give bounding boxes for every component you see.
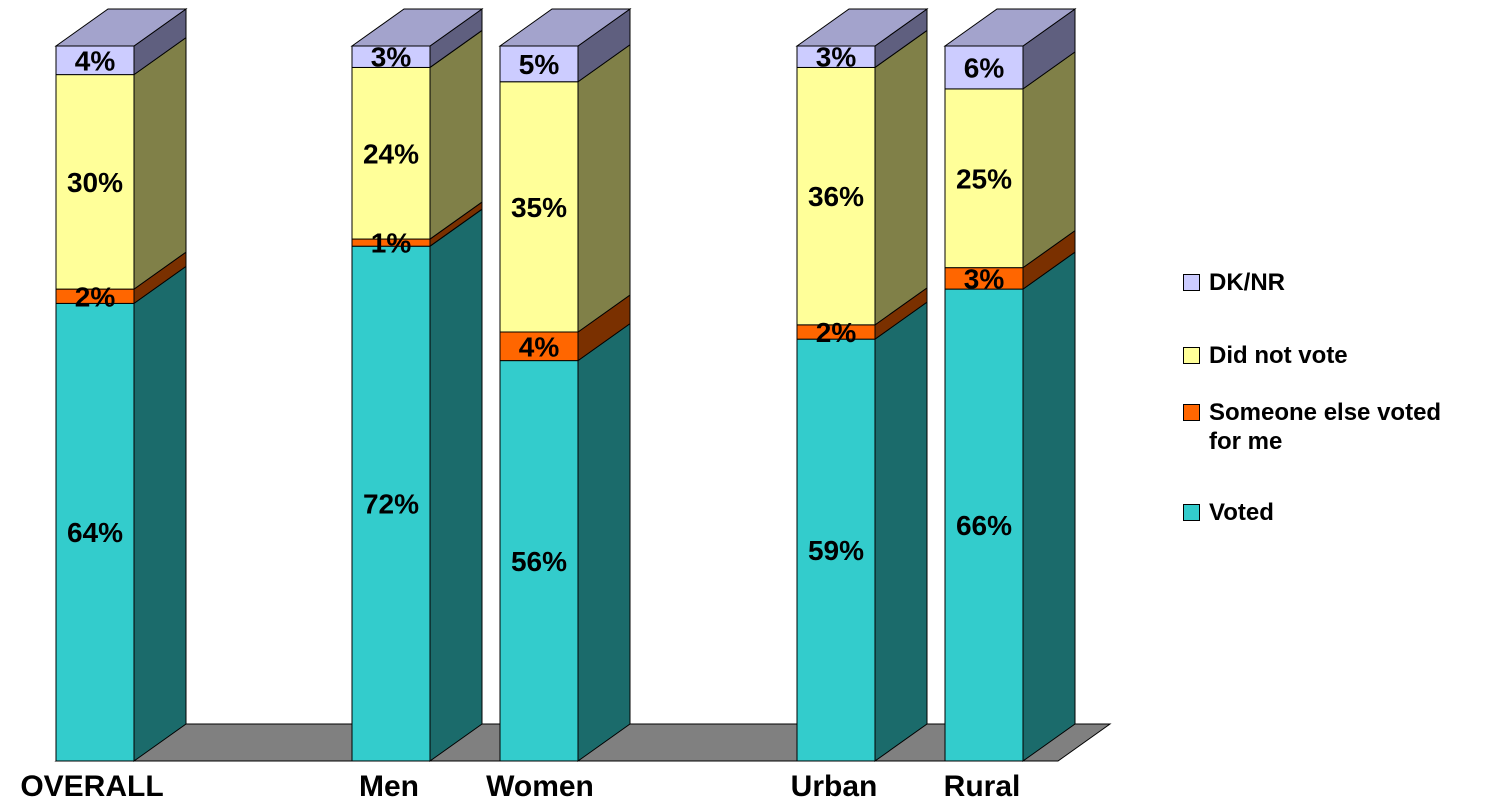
category-label-urban: Urban xyxy=(791,770,878,803)
legend-label-someone-else-voted-for-me: Someone else voted for me xyxy=(1209,399,1442,455)
bar-women-voted-side xyxy=(577,322,631,762)
data-label-urban-dk-nr: 3% xyxy=(816,42,857,73)
bar-rural-did-not-vote xyxy=(944,88,1024,269)
bar-overall-did-not-vote xyxy=(55,74,135,290)
category-label-men: Men xyxy=(359,770,419,803)
data-label-urban-someone-else-voted-for-me: 2% xyxy=(816,317,857,348)
legend-item-dk-nr: DK/NR xyxy=(1183,268,1285,297)
bar-women-voted xyxy=(499,360,579,762)
bar-urban-did-not-vote xyxy=(796,66,876,326)
bar-rural-did-not-vote-side xyxy=(1022,50,1076,269)
legend-swatch-dk-nr xyxy=(1183,274,1200,291)
category-label-rural: Rural xyxy=(944,770,1021,803)
category-label-overall: OVERALL xyxy=(20,770,163,803)
bar-men-did-not-vote xyxy=(351,66,431,240)
legend-label-voted: Voted xyxy=(1209,499,1274,526)
data-label-urban-did-not-vote: 36% xyxy=(808,181,864,212)
bar-overall-did-not-vote-side xyxy=(133,36,187,291)
bar-women-dk-nr-top xyxy=(498,8,632,47)
data-label-men-did-not-vote: 24% xyxy=(363,138,419,169)
bar-rural-dk-nr xyxy=(944,45,1024,90)
category-label-women: Women xyxy=(486,770,594,803)
bar-urban-voted-side xyxy=(874,301,928,762)
data-label-women-voted: 56% xyxy=(511,546,567,577)
legend-swatch-voted xyxy=(1183,504,1200,521)
bar-women-did-not-vote-side xyxy=(577,43,631,333)
legend-item-someone-else-voted-for-me: Someone else voted for me xyxy=(1183,398,1441,456)
bar-overall-dk-nr-top xyxy=(54,8,188,47)
data-label-rural-dk-nr: 6% xyxy=(964,52,1005,83)
bar-women-someone-else-voted-for-me xyxy=(499,331,579,362)
bar-urban-did-not-vote-side xyxy=(874,29,928,326)
data-label-overall-someone-else-voted-for-me: 2% xyxy=(75,281,116,312)
bar-rural-dk-nr-top xyxy=(943,8,1077,47)
data-label-overall-dk-nr: 4% xyxy=(75,45,116,76)
data-label-rural-voted: 66% xyxy=(956,510,1012,541)
data-label-rural-did-not-vote: 25% xyxy=(956,163,1012,194)
bar-rural-voted xyxy=(944,288,1024,762)
data-label-women-dk-nr: 5% xyxy=(519,49,560,80)
bar-men-dk-nr-top xyxy=(350,8,484,47)
legend-item-did-not-vote: Did not vote xyxy=(1183,341,1348,370)
data-label-urban-voted: 59% xyxy=(808,535,864,566)
bars-group xyxy=(54,8,1077,762)
legend-label-did-not-vote: Did not vote xyxy=(1209,342,1348,369)
data-label-overall-did-not-vote: 30% xyxy=(67,167,123,198)
data-label-men-dk-nr: 3% xyxy=(371,42,412,73)
data-label-women-did-not-vote: 35% xyxy=(511,192,567,223)
legend-label-dk-nr: DK/NR xyxy=(1209,269,1285,296)
bar-overall-dk-nr xyxy=(55,45,135,76)
data-label-overall-voted: 64% xyxy=(67,517,123,548)
bar-overall-voted xyxy=(55,302,135,762)
category-labels-group: OVERALL Men Women Urban Rural xyxy=(20,770,1020,803)
segment-labels-group: 64% 2% 30% 4% 72% 1% 24% 3% 56% 4% 35% 5% 59% 2% 36% 3%… xyxy=(67,42,1012,577)
bar-men-voted-side xyxy=(429,208,483,762)
bar-men-voted xyxy=(351,245,431,762)
data-label-men-someone-else-voted-for-me: 1% xyxy=(371,228,412,259)
legend-swatch-did-not-vote xyxy=(1183,347,1200,364)
bar-women-dk-nr xyxy=(499,45,579,83)
data-label-women-someone-else-voted-for-me: 4% xyxy=(519,331,560,362)
bar-urban-dk-nr-top xyxy=(795,8,929,47)
bar-urban-voted xyxy=(796,338,876,762)
legend-swatch-someone-else-voted-for-me xyxy=(1183,404,1200,421)
bar-rural-voted-side xyxy=(1022,251,1076,762)
data-label-men-voted: 72% xyxy=(363,489,419,520)
data-label-rural-someone-else-voted-for-me: 3% xyxy=(964,263,1005,294)
bar-overall-voted-side xyxy=(133,265,187,762)
legend-item-voted: Voted xyxy=(1183,498,1274,527)
